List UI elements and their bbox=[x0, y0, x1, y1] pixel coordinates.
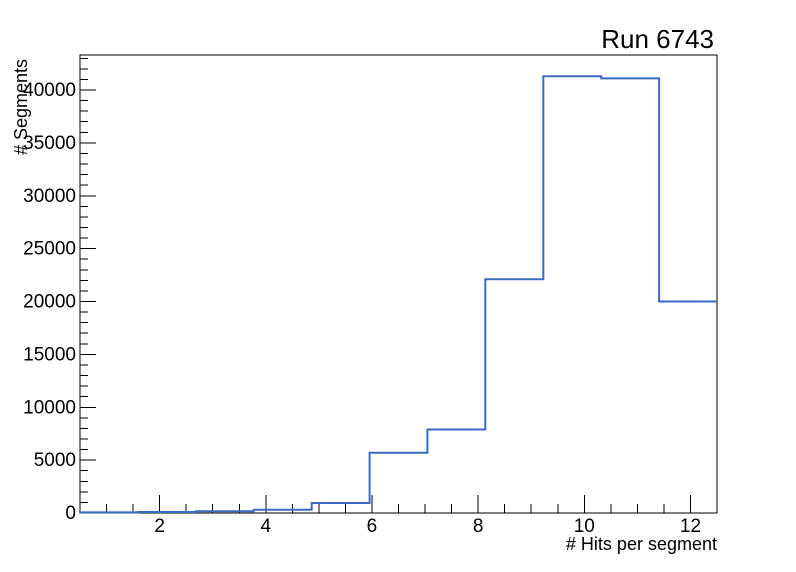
x-axis-title: # Hits per segment bbox=[565, 534, 717, 554]
y-tick-label: 35000 bbox=[23, 133, 76, 154]
y-tick-label: 5000 bbox=[34, 450, 76, 471]
y-tick-label: 10000 bbox=[23, 397, 76, 418]
y-tick-label: 0 bbox=[65, 503, 76, 524]
plot-frame bbox=[79, 54, 718, 514]
x-tick-label: 12 bbox=[680, 516, 701, 537]
x-tick-label: 4 bbox=[261, 516, 272, 537]
y-tick-label: 40000 bbox=[23, 80, 76, 101]
y-axis-title: # Segments bbox=[11, 58, 31, 155]
y-tick-label: 25000 bbox=[23, 239, 76, 260]
y-tick-label: 15000 bbox=[23, 344, 76, 365]
histogram-line bbox=[80, 75, 717, 514]
chart-title: Run 6743 bbox=[601, 24, 714, 54]
x-tick-label: 6 bbox=[367, 516, 378, 537]
x-tick-label: 2 bbox=[154, 516, 165, 537]
y-tick-label: 30000 bbox=[23, 186, 76, 207]
y-tick-label: 20000 bbox=[23, 292, 76, 313]
x-tick-label: 8 bbox=[473, 516, 484, 537]
x-tick-label: 10 bbox=[574, 516, 595, 537]
